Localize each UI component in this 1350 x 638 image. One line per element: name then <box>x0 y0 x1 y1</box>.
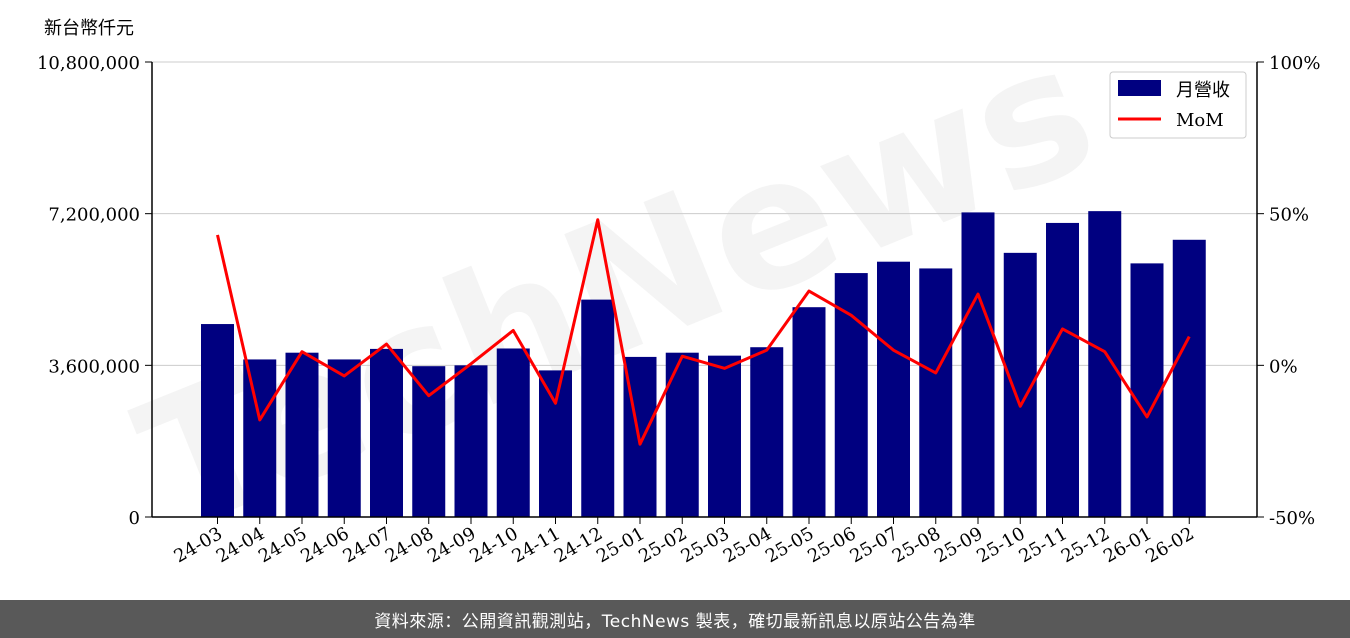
legend-label-mom: MoM <box>1176 110 1224 131</box>
bar-25-05 <box>792 307 826 517</box>
left-tick-label: 3,600,000 <box>48 356 140 377</box>
left-tick-label: 0 <box>129 508 140 529</box>
left-tick-label: 7,200,000 <box>48 205 140 226</box>
left-tick-label: 10,800,000 <box>37 53 140 74</box>
bar-25-04 <box>750 347 784 517</box>
bar-series-revenue <box>201 211 1206 517</box>
bar-24-08 <box>412 366 446 517</box>
bar-24-04 <box>243 359 277 517</box>
y-unit-label: 新台幣仟元 <box>44 18 134 39</box>
legend-label-revenue: 月營收 <box>1176 80 1230 101</box>
bar-24-10 <box>496 348 530 517</box>
right-tick-label: 50% <box>1269 205 1309 226</box>
mom-line <box>216 218 1191 446</box>
bar-24-12 <box>581 299 615 517</box>
bar-25-08 <box>919 268 953 517</box>
bar-24-11 <box>539 370 572 517</box>
footer-text: 資料來源：公開資訊觀測站，TechNews 製表，確切最新訊息以原站公告為準 <box>374 611 976 632</box>
bar-24-09 <box>454 365 488 517</box>
bar-25-07 <box>877 261 910 517</box>
bar-24-06 <box>327 359 361 517</box>
x-tick-label: 26-02 <box>1142 523 1197 567</box>
revenue-chart: TechNews 03,600,0007,200,00010,800,000-5… <box>37 3 1321 572</box>
legend-swatch-revenue <box>1118 80 1161 96</box>
bar-26-02 <box>1172 239 1206 517</box>
bar-26-01 <box>1130 263 1164 517</box>
bar-25-09 <box>961 212 995 517</box>
right-tick-label: 0% <box>1269 356 1298 377</box>
line-series-mom <box>216 218 1191 446</box>
bar-25-11 <box>1046 222 1079 517</box>
legend: 月營收 MoM <box>1109 71 1247 139</box>
right-tick-label: 100% <box>1269 53 1320 74</box>
bar-25-03 <box>708 355 741 517</box>
bar-24-03 <box>201 324 234 517</box>
bar-24-05 <box>285 352 319 517</box>
right-tick-label: -50% <box>1269 508 1315 529</box>
source-footer: 資料來源：公開資訊觀測站，TechNews 製表，確切最新訊息以原站公告為準 <box>0 600 1350 638</box>
bar-24-07 <box>370 348 403 517</box>
bar-25-12 <box>1088 211 1122 517</box>
